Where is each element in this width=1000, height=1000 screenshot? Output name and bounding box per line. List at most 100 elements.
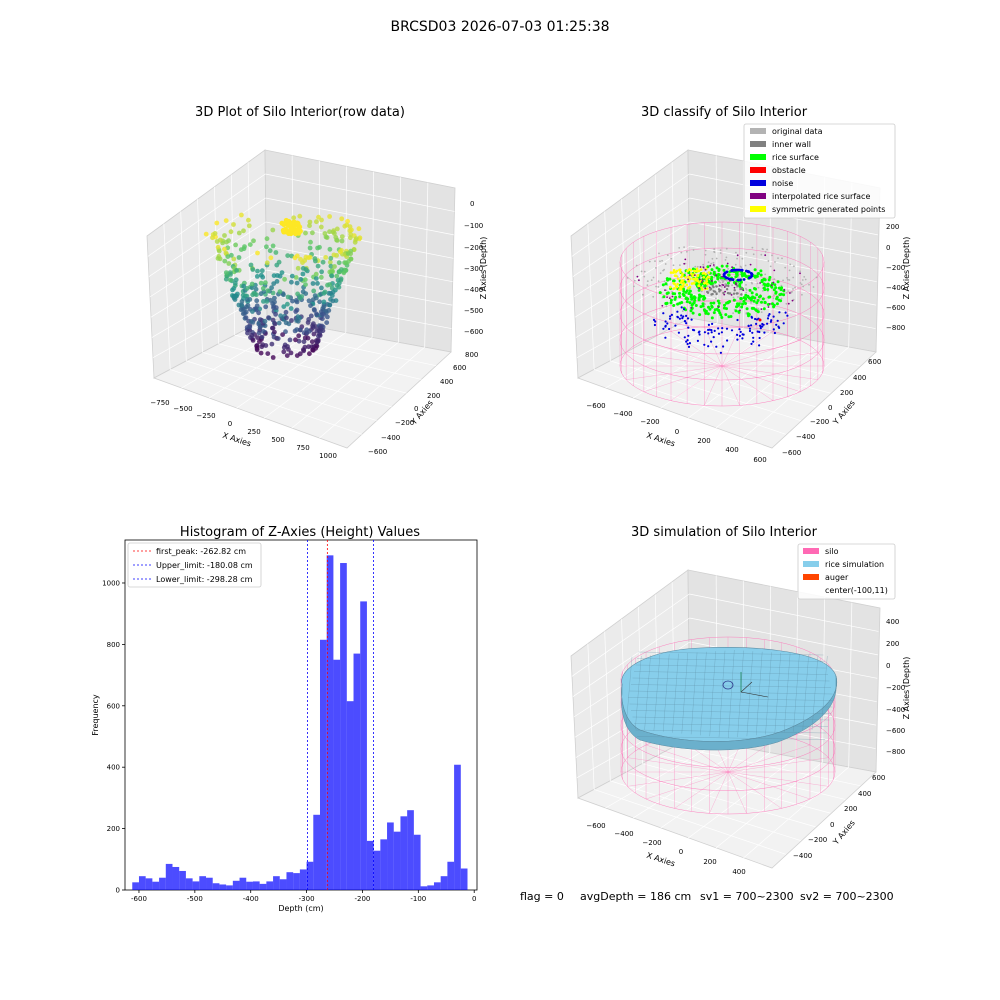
footer-avg-depth: avgDepth = 186 cm — [580, 890, 691, 903]
raw-point — [318, 224, 324, 230]
raw-point — [281, 304, 287, 309]
classify-point — [803, 276, 806, 278]
classify-point — [684, 285, 686, 288]
raw-point — [334, 238, 340, 243]
classify-point — [755, 322, 758, 325]
raw-point — [300, 266, 306, 271]
simulation-plot: 3D simulation of Silo Interior silo rice… — [570, 525, 911, 876]
classify-point — [659, 272, 662, 275]
classify-point — [731, 266, 733, 268]
classify-point — [704, 311, 708, 315]
raw-point — [276, 259, 282, 265]
raw-point — [263, 280, 268, 286]
classify-point — [792, 276, 795, 279]
classify-point — [725, 307, 728, 311]
classify-point — [673, 297, 677, 301]
raw-point — [305, 320, 311, 325]
classify-point — [720, 331, 724, 334]
classify-point — [704, 249, 707, 252]
classify-point — [725, 327, 729, 330]
classify-point — [738, 328, 741, 331]
classify-point — [766, 322, 769, 325]
raw-point — [261, 299, 266, 304]
classify-point — [717, 327, 720, 330]
classify-point — [704, 287, 707, 290]
histogram-bar — [286, 872, 294, 890]
raw-point — [285, 253, 291, 258]
raw-point — [238, 247, 244, 253]
classify-point — [657, 280, 660, 283]
classify-point — [715, 266, 719, 270]
classify-point — [730, 294, 733, 296]
raw-point — [291, 215, 297, 221]
classify-ztick: −800 — [886, 324, 905, 332]
classify-point — [684, 320, 687, 323]
raw-point — [253, 286, 259, 292]
raw-point — [250, 267, 256, 272]
raw-point — [348, 256, 354, 262]
classify-point — [680, 306, 683, 309]
raw-point — [281, 221, 287, 227]
classify-point — [724, 276, 728, 279]
raw-point — [316, 214, 321, 220]
raw-point — [283, 329, 288, 335]
raw-point — [302, 258, 308, 263]
classify-point — [727, 273, 731, 277]
raw-point — [232, 280, 238, 286]
classify-point — [750, 316, 754, 319]
histogram-bar — [159, 877, 166, 890]
raw-point — [339, 234, 345, 240]
classify-point — [705, 279, 709, 283]
raw-point — [295, 226, 301, 233]
raw-point — [283, 320, 289, 326]
classify-point — [722, 345, 725, 348]
raw-point — [285, 301, 290, 307]
raw-point — [264, 236, 270, 242]
classify-point — [744, 275, 748, 278]
classify-point — [742, 278, 746, 281]
legend-swatch-noise — [750, 180, 766, 186]
raw-point — [301, 339, 307, 345]
raw-point — [253, 306, 259, 311]
histogram-bar — [400, 816, 408, 890]
classify-point — [701, 281, 703, 283]
classify-point — [710, 305, 714, 309]
classify-point — [702, 276, 706, 279]
simulation-ztick: −800 — [886, 748, 905, 756]
classify-point — [671, 271, 675, 274]
classify-point — [709, 301, 713, 305]
classify-point — [760, 279, 764, 283]
histogram-bar — [407, 810, 414, 890]
simulation-xtick: 400 — [732, 868, 745, 876]
classify-point — [726, 279, 728, 282]
classify-point — [673, 287, 676, 290]
classify-ztick: −400 — [886, 284, 905, 292]
classify-point — [777, 298, 781, 302]
classify-point — [707, 323, 711, 326]
histogram-bar — [219, 884, 227, 890]
simulation-xlabel: X Axies — [645, 851, 676, 869]
raw-point — [215, 244, 221, 250]
classify-ytick: −400 — [796, 433, 815, 441]
simulation-legend: silo rice simulation auger center(-100,1… — [797, 543, 896, 600]
classify-point — [748, 327, 752, 330]
raw-point — [327, 246, 333, 252]
classify-point — [698, 333, 701, 336]
classify-point — [681, 310, 684, 312]
histogram-bar — [366, 840, 374, 890]
raw-point — [303, 230, 308, 236]
classify-point — [726, 291, 730, 295]
classify-point — [707, 305, 710, 309]
raw-point — [314, 311, 319, 317]
classify-point — [650, 279, 653, 281]
raw-point — [247, 242, 253, 248]
classify-point — [773, 269, 776, 272]
classify-point — [721, 275, 723, 278]
classify-point — [675, 285, 679, 289]
raw-point — [314, 339, 320, 345]
classify-point — [741, 257, 744, 260]
raw-ytick: 400 — [440, 378, 453, 386]
raw-point — [312, 256, 318, 262]
raw-point — [330, 298, 336, 304]
classify-point — [703, 343, 706, 346]
